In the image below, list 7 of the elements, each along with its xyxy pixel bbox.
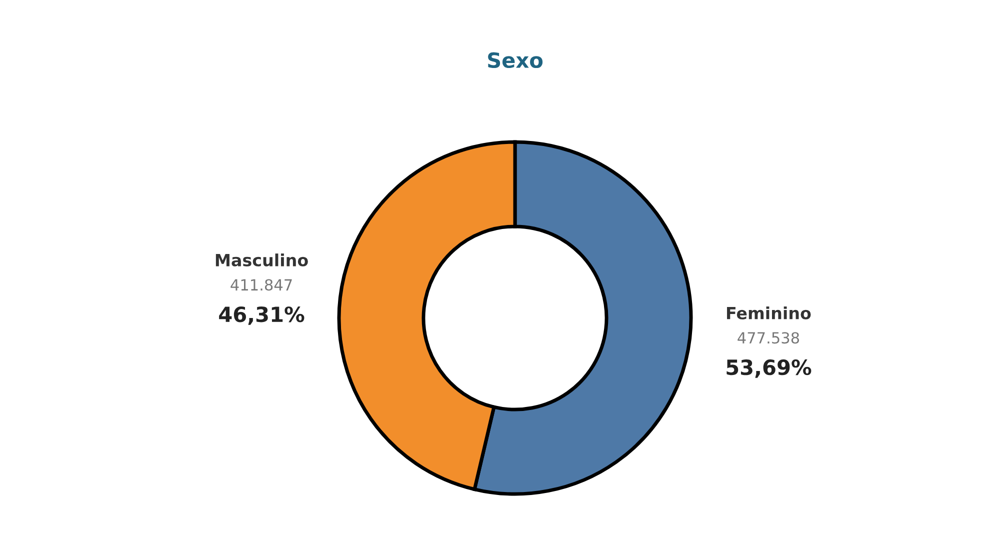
- text: 53,69%: [726, 359, 812, 378]
- data-label: 477.538: [738, 332, 800, 344]
- chart-title: Sexo: [488, 52, 543, 68]
- slice-label: Feminino: [727, 306, 811, 320]
- text: 46,31%: [219, 306, 304, 325]
- slice-label: Masculino: [216, 254, 308, 266]
- data-label: 411.847: [230, 279, 292, 291]
